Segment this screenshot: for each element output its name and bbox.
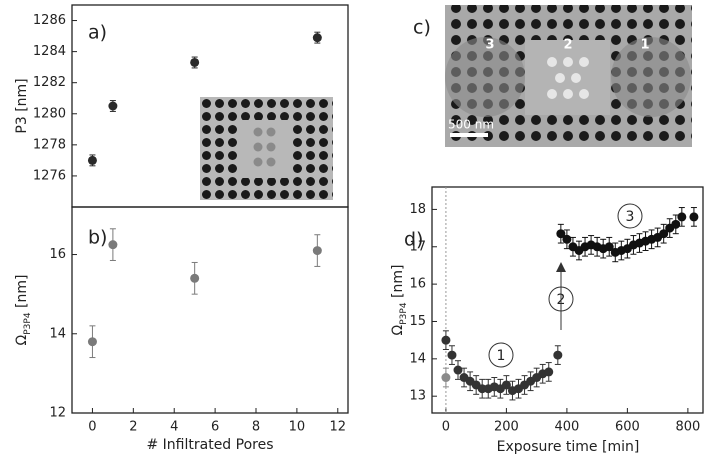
data-point [312,246,322,256]
annotation-circle [617,203,643,229]
x-tick-label: 10 [289,420,306,435]
y-tick-label: 1282 [33,75,66,90]
y-tick-label: 15 [409,314,426,329]
x-tick-label: 200 [494,420,519,435]
data-point [544,367,554,377]
marker: 3 [485,38,494,53]
x-tick-label: 600 [615,420,640,435]
data-point [87,155,97,165]
data-point [671,219,681,229]
data-point [87,337,97,347]
x-tick-label: 2 [129,420,137,435]
y-tick-label: 16 [49,247,66,262]
sem-image [445,5,692,147]
y-axis-label-part: [nm] [14,275,30,313]
y-axis-label: ΩP3P4 [nm] [390,265,409,336]
x-axis-label: Exposure time [min] [497,439,640,455]
annotation-circle [488,342,514,368]
y-axis-label-part: P3 [nm] [14,78,30,133]
y-tick-label: 1284 [33,44,66,59]
scale-bar-label: 500 nm [448,118,494,132]
data-point [312,33,322,43]
x-axis-label: # Infiltrated Pores [146,437,273,453]
y-axis-label: P3 [nm] [14,78,30,133]
data-point [501,380,511,390]
x-tick-label: 0 [88,420,96,435]
data-point [553,350,563,360]
x-tick-label: 0 [442,420,450,435]
y-tick-label: 12 [49,406,66,421]
y-tick-label: 16 [409,277,426,292]
marker: 1 [640,38,649,53]
x-tick-label: 800 [675,420,700,435]
y-axis-label: ΩP3P4 [nm] [14,275,33,346]
data-point [441,335,451,345]
panel-label: c) [413,17,431,39]
data-point [453,365,463,375]
x-tick-label: 400 [554,420,579,435]
arrow-head [556,262,566,272]
y-tick-label: 14 [49,326,66,341]
annotation: 1 [497,348,506,364]
panel-label: a) [88,22,107,44]
data-point [556,229,566,239]
data-point [562,234,572,244]
data-point [604,242,614,252]
x-tick-label: 4 [170,420,178,435]
panel-label: d) [404,229,423,251]
inset-image [200,97,333,200]
data-point [689,212,699,222]
y-tick-label: 1276 [33,168,66,183]
data-point [659,229,669,239]
plot-frame [71,206,349,414]
y-axis-label-part: [nm] [390,265,406,303]
data-point [441,373,451,383]
y-tick-label: 18 [409,202,426,217]
data-point [677,212,687,222]
data-point [190,273,200,283]
data-point [108,101,118,111]
data-point [108,240,118,250]
y-tick-label: 1286 [33,13,66,28]
y-tick-label: 13 [409,389,426,404]
panel-label: b) [88,227,107,249]
y-axis-label-part: Ω [14,334,30,345]
y-tick-label: 14 [409,351,426,366]
x-tick-label: 12 [330,420,347,435]
y-tick-label: 1278 [33,137,66,152]
y-axis-label-part: Ω [390,324,406,335]
y-axis-label-part: P3P4 [23,312,33,335]
plot-frame [431,186,704,414]
y-axis-label-part: P3P4 [399,302,409,325]
x-tick-label: 8 [252,420,260,435]
x-tick-label: 6 [211,420,219,435]
marker: 2 [563,38,572,53]
y-tick-label: 17 [409,239,426,254]
y-tick-label: 1280 [33,106,66,121]
data-point [190,57,200,67]
annotation: 3 [626,209,635,225]
data-point [447,350,457,360]
